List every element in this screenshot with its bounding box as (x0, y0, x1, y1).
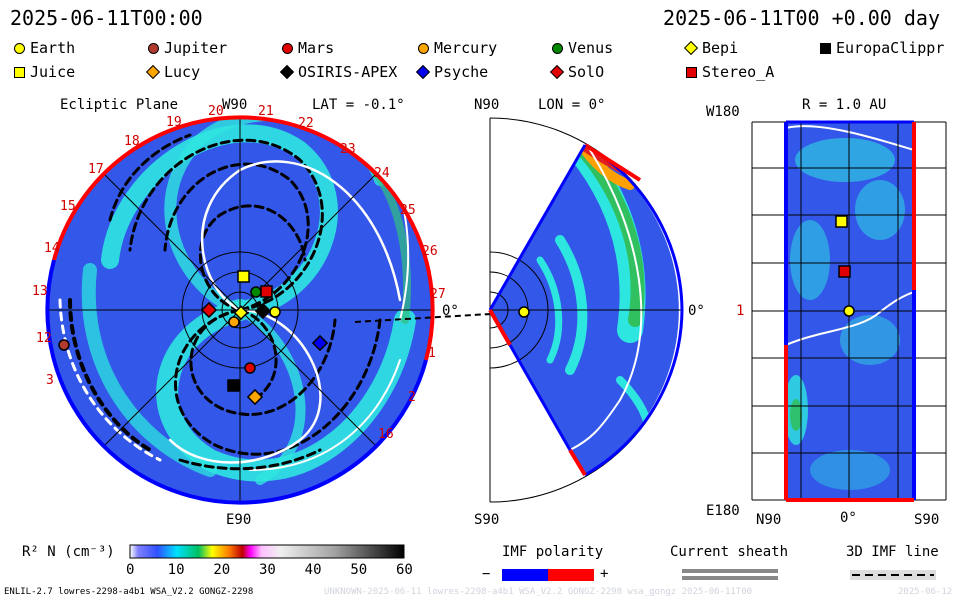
europaclippr-legend-marker (820, 43, 831, 54)
meridional-bottom-label: S90 (474, 512, 500, 528)
imf-positive-swatch (548, 569, 594, 581)
carrington-tick-label: 24 (374, 166, 390, 181)
legend-label: Lucy (164, 63, 201, 81)
ecliptic-lat: LAT = -0.1° (312, 97, 405, 113)
left-timestamp: 2025-06-11T00:00 (10, 6, 203, 30)
earth-legend-marker (14, 43, 25, 54)
legend-label: OSIRIS-APEX (298, 63, 398, 81)
meridional-top-label: N90 (474, 97, 500, 113)
ecliptic-bottom-label: E90 (226, 512, 252, 528)
colorbar-tick-label: 0 (126, 562, 135, 578)
colorbar-tick-label: 60 (396, 562, 413, 578)
jupiter-legend-marker (148, 43, 159, 54)
carrington-tick-label: 26 (422, 244, 438, 259)
legend-label: Psyche (434, 63, 489, 81)
carrington-tick-label: 14 (44, 241, 60, 256)
colorbar-tick-label: 50 (350, 562, 368, 578)
colorbar-tick-label: 10 (167, 562, 185, 578)
radial-mid-left: 1 (736, 303, 745, 319)
mercury-marker (228, 316, 240, 328)
radial-bottom-left: E180 (706, 503, 740, 519)
footer-date: 2025-06-12 (898, 587, 953, 597)
colorbar-tick-label: 20 (213, 562, 231, 578)
radial-title: R = 1.0 AU (802, 97, 887, 113)
venus-legend-marker (552, 43, 563, 54)
stereo-a-legend-marker (686, 67, 697, 78)
colorbar-tick-label: 30 (259, 562, 276, 578)
colorbar-tick-label: 40 (304, 562, 322, 578)
psyche-marker (311, 334, 329, 352)
venus-marker (250, 286, 262, 298)
density-colorbar (129, 544, 405, 559)
imf-line-label: 3D IMF line (846, 544, 939, 560)
solo-marker (200, 301, 218, 319)
earth-marker (269, 306, 281, 318)
europa-clipper-marker (227, 379, 240, 392)
radial-x-s90: S90 (914, 512, 940, 528)
carrington-tick-label: 22 (298, 116, 314, 131)
footer-run: UNKNOWN-2025-06-11 lowres-2298-a4b1 WSA_… (324, 587, 753, 597)
carrington-tick-label: 3 (46, 373, 54, 388)
ecliptic-title: Ecliptic Plane (60, 97, 179, 113)
legend-label: Mercury (434, 39, 498, 57)
meridional-zero-label: 0° (442, 303, 459, 319)
carrington-tick-label: 20 (208, 104, 224, 119)
carrington-tick-label: 23 (340, 142, 356, 157)
imf-plus: + (600, 566, 609, 582)
meridional-right-label: 0° (688, 303, 705, 319)
jupiter-marker (58, 339, 70, 351)
legend-label: EuropaClippr (836, 39, 945, 57)
radial-top-left: W180 (706, 104, 740, 120)
meridional-plane-plot (488, 117, 684, 503)
carrington-tick-label: 19 (166, 115, 182, 130)
legend-label: SolO (568, 63, 605, 81)
carrington-tick-label: 15 (60, 199, 76, 214)
current-sheath-label: Current sheath (670, 544, 789, 560)
legend-label: Mars (298, 39, 335, 57)
current-sheath-line-1 (682, 569, 778, 573)
meridional-lon: LON = 0° (538, 97, 606, 113)
mars-marker (244, 362, 256, 374)
stereo-a-marker (260, 285, 273, 298)
legend-label: Bepi (702, 39, 739, 57)
earth-marker-radial (843, 305, 855, 317)
carrington-tick-label: 27 (430, 287, 446, 302)
imf-title: IMF polarity (502, 544, 604, 560)
juice-marker (237, 270, 250, 283)
carrington-tick-label: 17 (88, 162, 104, 177)
legend-label: Earth (30, 39, 76, 57)
ecliptic-top-label: W90 (222, 97, 248, 113)
carrington-tick-label: 16 (378, 427, 394, 442)
carrington-tick-label: 1 (428, 346, 436, 361)
right-timestamp: 2025-06-11T00 +0.00 day (663, 6, 940, 30)
carrington-tick-label: 12 (36, 331, 52, 346)
juice-marker-radial (835, 215, 848, 228)
osiris-apex-marker (254, 302, 272, 320)
carrington-tick-label: 2 (408, 390, 416, 405)
radial-x-n90: N90 (756, 512, 782, 528)
mars-legend-marker (282, 43, 293, 54)
colorbar-label: R² N (cm⁻³) (22, 544, 115, 560)
carrington-tick-label: 13 (32, 284, 48, 299)
stereo-a-marker-radial (838, 265, 851, 278)
current-sheath-line-2 (682, 576, 778, 580)
earth-marker-meridional (518, 306, 530, 318)
radial-x-0: 0° (840, 510, 857, 526)
legend-label: Venus (568, 39, 614, 57)
imf-minus: − (482, 566, 491, 582)
legend-label: Juice (30, 63, 76, 81)
juice-legend-marker (14, 67, 25, 78)
legend-label: Stereo_A (702, 63, 775, 81)
carrington-tick-label: 25 (400, 203, 416, 218)
lucy-marker (246, 388, 264, 406)
mercury-legend-marker (418, 43, 429, 54)
footer-model: ENLIL-2.7 lowres-2298-a4b1 WSA_V2.2 GONG… (4, 587, 254, 597)
legend-label: Jupiter (164, 39, 228, 57)
carrington-tick-label: 18 (124, 134, 140, 149)
carrington-tick-label: 21 (258, 104, 274, 119)
bepi-marker (233, 305, 249, 321)
markers (58, 215, 855, 406)
imf-negative-swatch (502, 569, 548, 581)
